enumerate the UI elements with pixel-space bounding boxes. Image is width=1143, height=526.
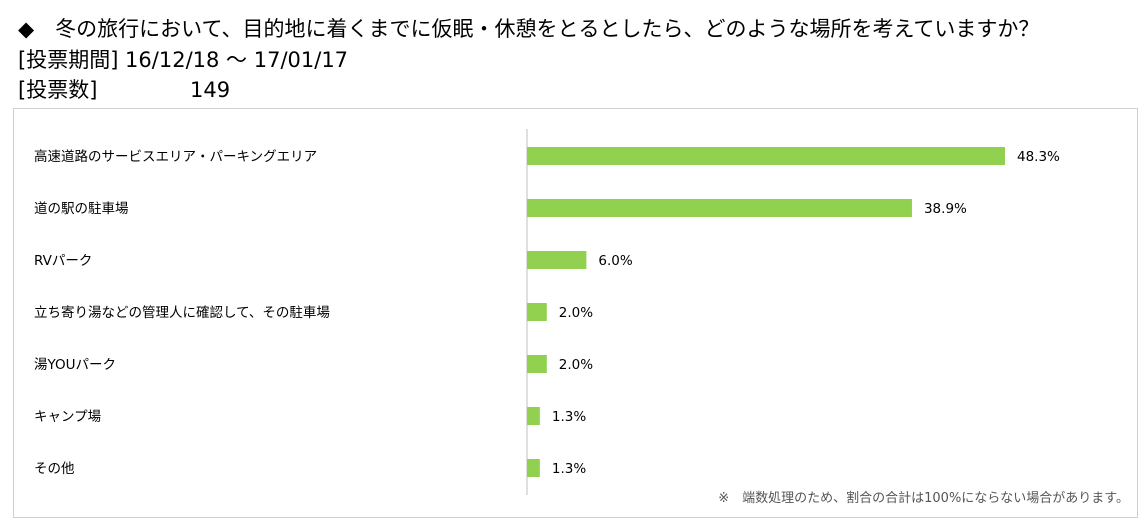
vote-count-label: [投票数] — [18, 78, 98, 102]
bar-chart: 高速道路のサービスエリア・パーキングエリア 48.3% 道の駅の駐車場 38.9% RV… — [34, 129, 1129, 506]
bar — [527, 303, 547, 321]
bar — [527, 147, 1005, 165]
voting-period: [投票期間] 16/12/18 ～ 17/01/17 — [18, 48, 349, 72]
bar — [527, 355, 547, 373]
bar — [527, 407, 540, 425]
value-label: 2.0% — [559, 357, 593, 373]
question-title: ◆ 冬の旅行において、目的地に着くまでに仮眠・休憩をとるとしたら、どのような場所… — [18, 17, 1040, 41]
category-label: 湯YOUパーク — [34, 356, 116, 373]
value-label: 1.3% — [552, 461, 586, 477]
footnote: ※ 端数処理のため、割合の合計は100%にならない場合があります。 — [718, 490, 1129, 506]
chart-container: 高速道路のサービスエリア・パーキングエリア 48.3% 道の駅の駐車場 38.9% RV… — [13, 108, 1138, 518]
vote-count-value: 149 — [190, 78, 231, 102]
bar — [527, 459, 540, 477]
value-label: 48.3% — [1017, 149, 1060, 165]
value-label: 2.0% — [559, 305, 593, 321]
value-label: 6.0% — [598, 253, 632, 269]
value-label: 38.9% — [924, 201, 967, 217]
category-label: 道の駅の駐車場 — [34, 201, 129, 217]
category-label: RVパーク — [34, 253, 92, 269]
bar — [527, 199, 912, 217]
category-label: 立ち寄り湯などの管理人に確認して、その駐車場 — [34, 304, 330, 321]
bar — [527, 251, 587, 269]
value-label: 1.3% — [552, 409, 586, 425]
category-label: 高速道路のサービスエリア・パーキングエリア — [34, 148, 317, 165]
category-label: その他 — [34, 461, 75, 477]
vote-count-row: [投票数] 149 — [18, 77, 230, 103]
category-label: キャンプ場 — [34, 409, 101, 425]
